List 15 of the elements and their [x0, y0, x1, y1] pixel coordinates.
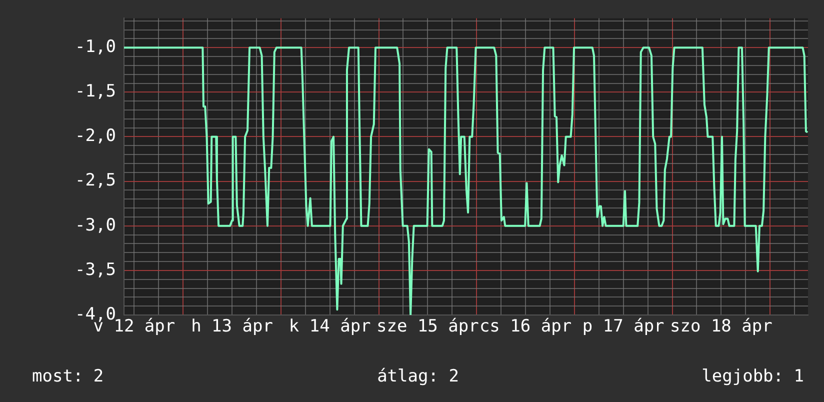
x-tick-label: cs 16 ápr: [479, 316, 572, 337]
y-tick-label: -3,0: [75, 215, 116, 236]
y-tick-label: -1,0: [75, 37, 116, 58]
x-tick-label: p 17 ápr: [582, 316, 664, 337]
text: most: 2: [32, 366, 104, 386]
text: átlag: 2: [377, 366, 459, 386]
x-tick-label: szo 18 ápr: [670, 316, 772, 337]
x-tick-label: k 14 ápr: [288, 316, 371, 337]
y-tick-label: -1,5: [75, 82, 116, 102]
x-tick-label: sze 15 ápr: [376, 316, 479, 337]
y-tick-label: -3,5: [75, 260, 116, 280]
y-tick-label: -2,5: [75, 170, 116, 191]
x-tick-label: h 13 ápr: [191, 316, 273, 337]
y-tick-label: -2,0: [75, 126, 116, 146]
text: legjobb: 1: [702, 366, 804, 386]
